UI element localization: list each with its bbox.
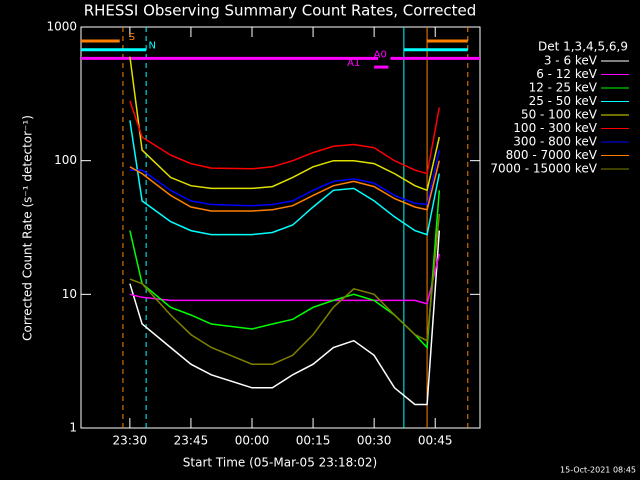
legend-label: 7000 - 15000 keV — [490, 162, 597, 176]
legend-label: 3 - 6 keV — [544, 54, 598, 68]
legend-label: 25 - 50 keV — [529, 94, 598, 108]
legend-label: 50 - 100 keV — [521, 108, 598, 122]
series-line — [129, 160, 441, 212]
x-axis-label: Start Time (05-Mar-05 23:18:02) — [183, 456, 377, 470]
y-tick-label: 10 — [62, 287, 77, 301]
flag-label: N — [149, 41, 156, 52]
y-axis-label: Corrected Count Rate (s⁻¹ detector⁻¹) — [21, 115, 35, 341]
x-tick-label: 23:45 — [174, 434, 209, 448]
series-line — [129, 230, 441, 406]
footer-date: 15-Oct-2021 08:45 — [560, 466, 636, 475]
x-tick-label: 00:15 — [296, 434, 331, 448]
legend-title: Det 1,3,4,5,6,9 — [538, 40, 628, 54]
series-line — [129, 190, 441, 350]
flag-label: S — [129, 32, 135, 43]
flag-label: A1 — [347, 58, 360, 69]
x-tick-label: 00:45 — [418, 434, 453, 448]
legend-label: 300 - 800 keV — [513, 135, 597, 149]
y-tick-label: 1 — [69, 421, 77, 435]
series-line — [129, 253, 441, 305]
legend-label: 6 - 12 keV — [536, 67, 598, 81]
x-tick-label: 00:00 — [235, 434, 270, 448]
series-line — [129, 149, 441, 207]
series-line — [129, 56, 441, 192]
y-tick-label: 1000 — [46, 20, 77, 34]
x-tick-label: 23:30 — [113, 434, 148, 448]
series-line — [129, 213, 441, 365]
legend-label: 800 - 7000 keV — [506, 148, 598, 162]
series-line — [129, 100, 441, 175]
plot-frame — [80, 26, 481, 429]
y-tick-label: 100 — [54, 153, 77, 167]
chart-title: RHESSI Observing Summary Count Rates, Co… — [84, 2, 477, 20]
x-tick-label: 00:30 — [357, 434, 392, 448]
series-line — [129, 120, 441, 236]
legend-label: 12 - 25 keV — [529, 81, 598, 95]
legend-label: 100 - 300 keV — [513, 121, 597, 135]
flag-label: A0 — [374, 49, 387, 60]
